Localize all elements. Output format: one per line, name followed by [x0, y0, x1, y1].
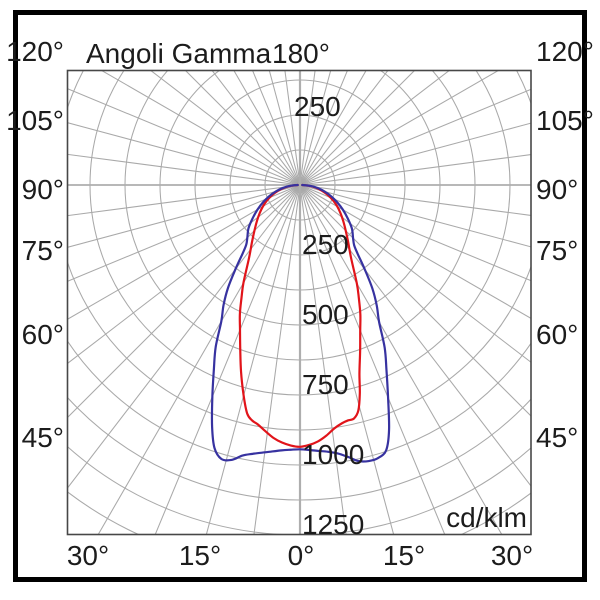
gamma-ray [299, 184, 531, 319]
radial-value-label: 250 [302, 229, 349, 260]
gamma-ray [100, 70, 301, 186]
gamma-ray [67, 184, 301, 365]
gamma-ray [67, 88, 301, 186]
gamma-ray [299, 70, 500, 186]
gamma-ray [299, 184, 531, 363]
gamma-ray [299, 184, 503, 535]
radial-value-label: 750 [302, 369, 349, 400]
unit-label: cd/klm [446, 502, 527, 533]
gamma-ray [97, 184, 301, 535]
gamma-ray [149, 70, 301, 186]
plot-border [66, 69, 532, 536]
gamma-ray [211, 70, 301, 186]
gamma-ray [268, 70, 301, 186]
gamma-ray [67, 184, 301, 217]
gamma-ray [67, 184, 301, 489]
photometric-curve-blue [210, 183, 391, 463]
gamma-ray [299, 70, 389, 186]
gamma-ray [299, 70, 316, 186]
gamma-ray [154, 184, 301, 535]
gamma-ray [299, 184, 531, 282]
gamma-ray [253, 184, 301, 535]
radial-value-label: 500 [302, 299, 349, 330]
gamma-ray [299, 184, 347, 535]
gamma-ray [299, 70, 332, 186]
gamma-ray [299, 70, 451, 186]
gamma-ray [299, 70, 367, 186]
gamma-ray [299, 184, 531, 417]
gamma-ray [252, 70, 301, 186]
gamma-ray [299, 184, 446, 535]
gamma-ray [299, 154, 531, 186]
photometric-curves [210, 183, 391, 463]
radial-value-label: 1000 [302, 439, 364, 470]
gamma-ray [233, 70, 301, 186]
outer-border [13, 10, 587, 582]
gamma-ray [299, 184, 531, 248]
gamma-ray [299, 88, 531, 186]
gamma-ray [299, 184, 395, 535]
gamma-ray [184, 70, 301, 186]
gamma-ray [67, 184, 301, 320]
gamma-ray [299, 184, 531, 216]
gamma-ray [299, 70, 416, 186]
gamma-ray [299, 122, 531, 186]
gamma-ray [67, 184, 301, 419]
radial-value-label: 1250 [302, 509, 364, 540]
gamma-ray [67, 184, 301, 282]
gamma-ray [67, 153, 301, 186]
gamma-ray [205, 184, 301, 535]
photometric-curve-red [238, 183, 362, 448]
gamma-ray [299, 70, 348, 186]
radial-value-label-top: 250 [294, 91, 341, 122]
radial-value-labels: 250 500 750 1000 1250 250 [294, 91, 364, 540]
gamma-ray [284, 70, 301, 186]
